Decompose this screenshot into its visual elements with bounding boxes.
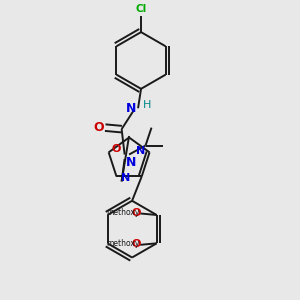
Text: N: N (136, 146, 145, 156)
Text: Cl: Cl (135, 4, 147, 14)
Text: O: O (132, 208, 141, 218)
Text: methoxy: methoxy (106, 239, 140, 248)
Text: methoxy: methoxy (106, 208, 140, 217)
Text: O: O (93, 121, 104, 134)
Text: H: H (143, 100, 151, 110)
Text: O: O (111, 144, 121, 154)
Text: N: N (121, 173, 130, 183)
Text: N: N (125, 102, 136, 115)
Text: N: N (126, 156, 136, 169)
Text: O: O (132, 239, 141, 249)
